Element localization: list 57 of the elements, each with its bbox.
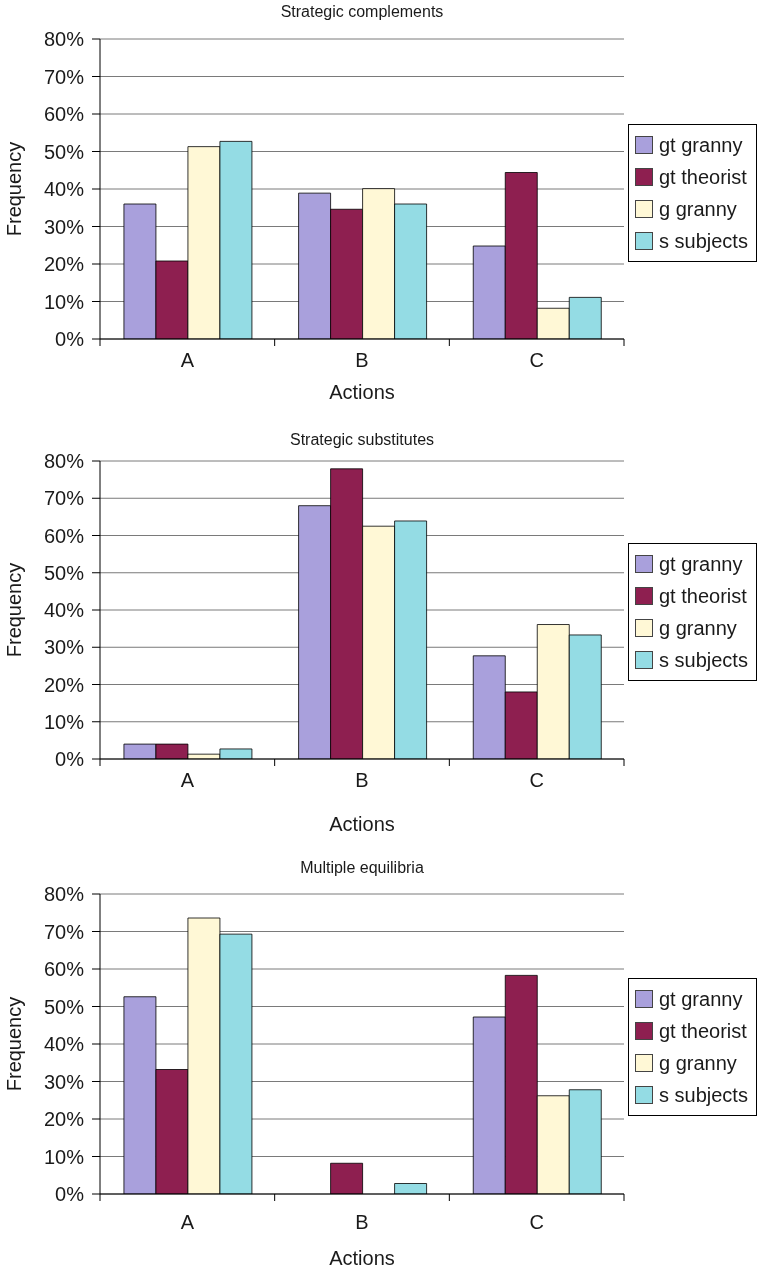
x-axis-title: Actions	[329, 813, 395, 835]
y-tick-label: 40%	[43, 599, 85, 622]
legend-label: g granny	[659, 1051, 737, 1075]
y-axis-title: Frequency	[3, 562, 25, 658]
y-tick-label: 30%	[43, 215, 85, 238]
x-tick-label: A	[180, 1211, 195, 1233]
legend-label: s subjects	[659, 229, 748, 253]
y-tick-label: 20%	[43, 1108, 85, 1131]
y-tick-label: 60%	[43, 958, 85, 981]
legend-label: s subjects	[659, 648, 748, 672]
y-tick-label: 10%	[43, 710, 85, 733]
x-tick-label: C	[529, 769, 544, 791]
x-tick-label: A	[180, 349, 195, 371]
legend-label: gt theorist	[659, 1019, 747, 1043]
y-tick-label: 80%	[43, 883, 85, 906]
y-tick-label: 20%	[43, 253, 85, 276]
y-axis-title: Frequency	[3, 141, 25, 237]
y-tick-label: 70%	[43, 65, 85, 88]
legend-label: g granny	[659, 616, 737, 640]
legend-label: gt theorist	[659, 584, 747, 608]
legend-label: gt theorist	[659, 165, 747, 189]
chart-title: Strategic complements	[279, 2, 445, 22]
x-tick-label: C	[529, 1211, 544, 1233]
legend-label: s subjects	[659, 1083, 748, 1107]
y-tick-label: 50%	[43, 561, 85, 584]
y-tick-label: 0%	[55, 1183, 85, 1206]
y-tick-label: 10%	[43, 1145, 85, 1168]
x-tick-label: B	[355, 349, 369, 371]
y-tick-label: 50%	[43, 140, 85, 163]
y-tick-label: 60%	[43, 103, 85, 126]
y-tick-label: 40%	[43, 178, 85, 201]
legend-label: gt granny	[659, 987, 743, 1011]
y-tick-label: 80%	[43, 28, 85, 51]
x-tick-label: C	[529, 349, 544, 371]
x-tick-label: A	[180, 769, 195, 791]
chart-title: Strategic substitutes	[288, 430, 436, 450]
y-axis-title: Frequency	[3, 996, 25, 1092]
y-tick-label: 70%	[43, 920, 85, 943]
y-tick-label: 80%	[43, 450, 85, 473]
y-tick-label: 20%	[43, 673, 85, 696]
x-tick-label: B	[355, 1211, 369, 1233]
y-tick-label: 0%	[55, 748, 85, 771]
x-axis-title: Actions	[329, 1247, 395, 1269]
y-tick-label: 60%	[43, 524, 85, 547]
chart-title: Multiple equilibria	[299, 858, 425, 878]
x-tick-label: B	[355, 769, 369, 791]
legend-label: gt granny	[659, 133, 743, 157]
x-axis-title: Actions	[329, 381, 395, 403]
y-tick-label: 70%	[43, 487, 85, 510]
y-tick-label: 10%	[43, 290, 85, 313]
y-tick-label: 50%	[43, 995, 85, 1018]
legend-label: g granny	[659, 197, 737, 221]
y-tick-label: 40%	[43, 1033, 85, 1056]
y-tick-label: 30%	[43, 636, 85, 659]
legend-label: gt granny	[659, 552, 743, 576]
y-tick-label: 0%	[55, 328, 85, 351]
y-tick-label: 30%	[43, 1070, 85, 1093]
